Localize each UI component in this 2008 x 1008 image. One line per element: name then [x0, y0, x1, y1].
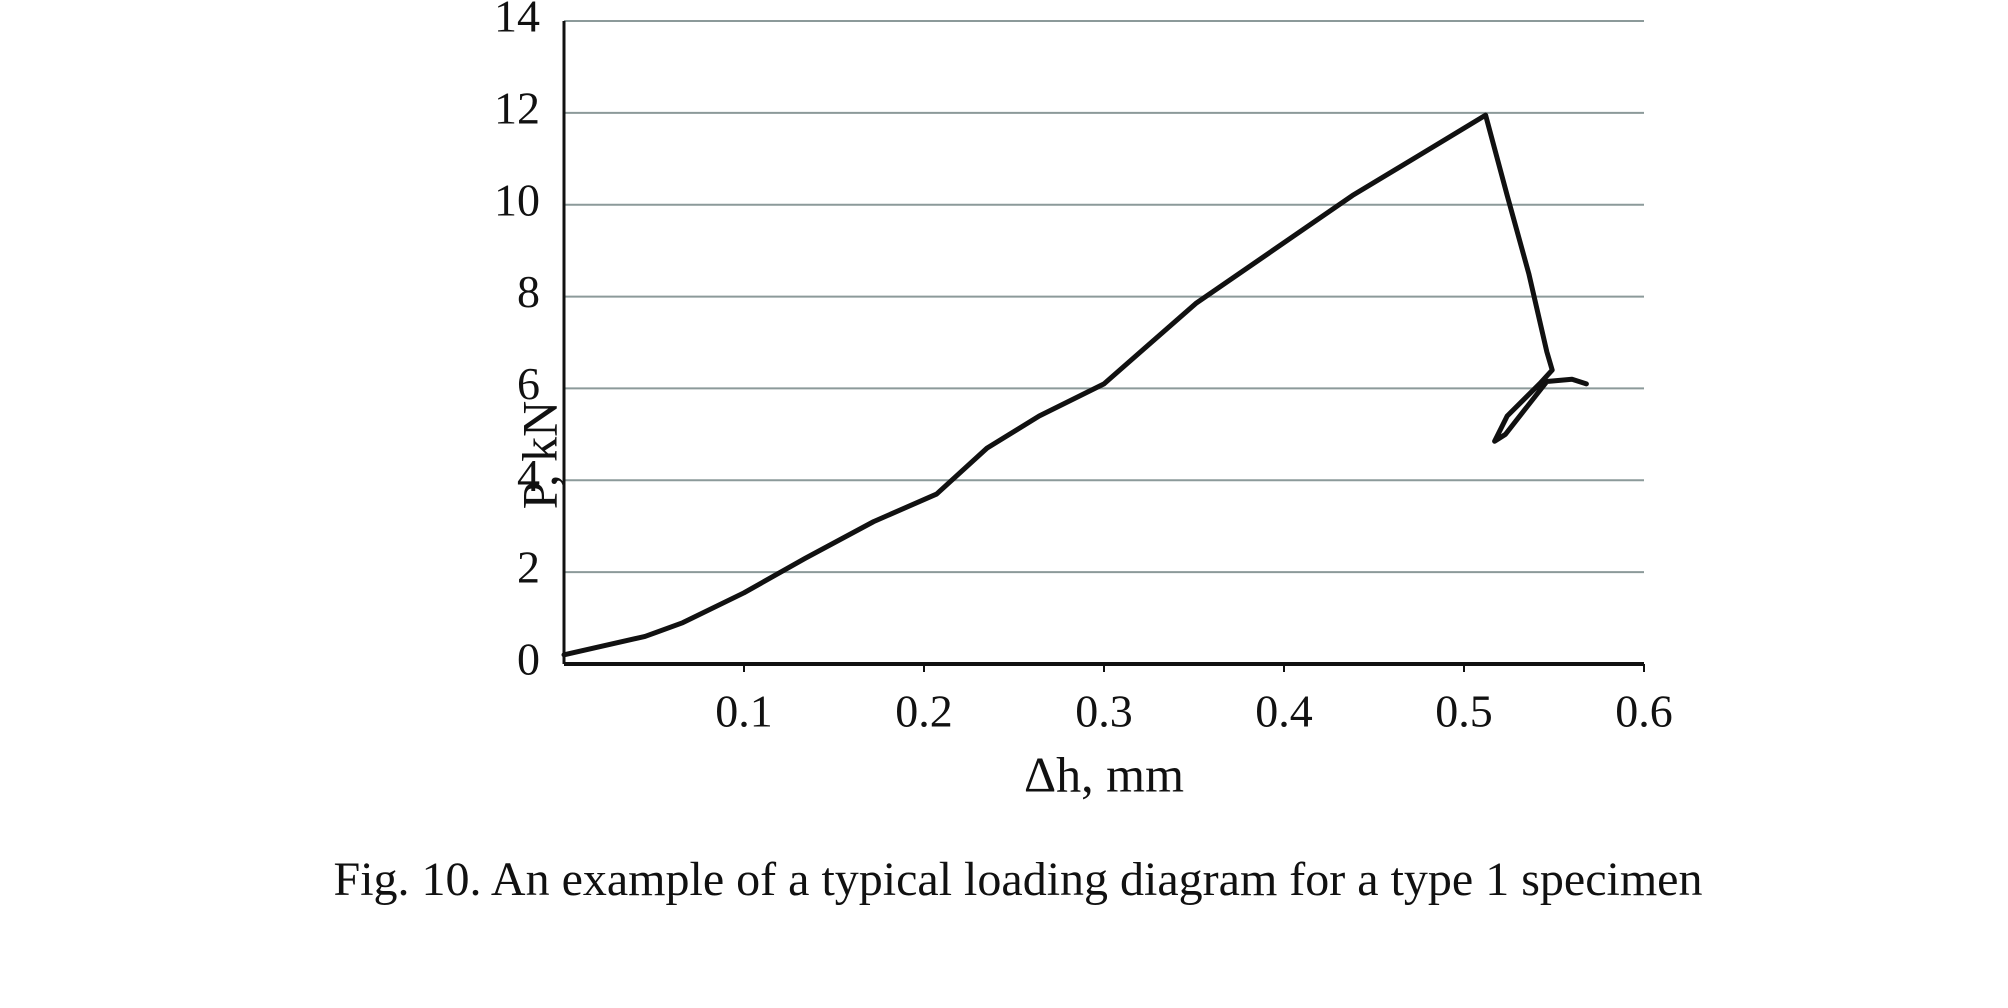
y-axis-label: P, kN [511, 401, 567, 509]
y-tick-label: 14 [494, 0, 540, 42]
y-tick-label: 2 [517, 542, 540, 593]
x-tick-label: 0.3 [1075, 686, 1133, 737]
caption: Fig. 10. An example of a typical loading… [334, 853, 1703, 906]
y-tick-label: 12 [494, 82, 540, 133]
y-tick-label: 4 [517, 450, 540, 501]
data-line [561, 112, 1589, 658]
x-tick-label: 0.1 [715, 686, 773, 737]
y-tick-label: 10 [494, 174, 540, 225]
y-tick-label: 0 [517, 634, 540, 685]
x-tick-label: 0.4 [1255, 686, 1313, 737]
x-tick-label: 0.2 [895, 686, 953, 737]
x-axis-label: Δh, mm [1024, 746, 1184, 802]
x-tick-label: 0.5 [1435, 686, 1493, 737]
x-tick-label: 0.6 [1615, 686, 1673, 737]
y-tick-label: 8 [517, 266, 540, 317]
y-tick-label: 6 [517, 358, 540, 409]
